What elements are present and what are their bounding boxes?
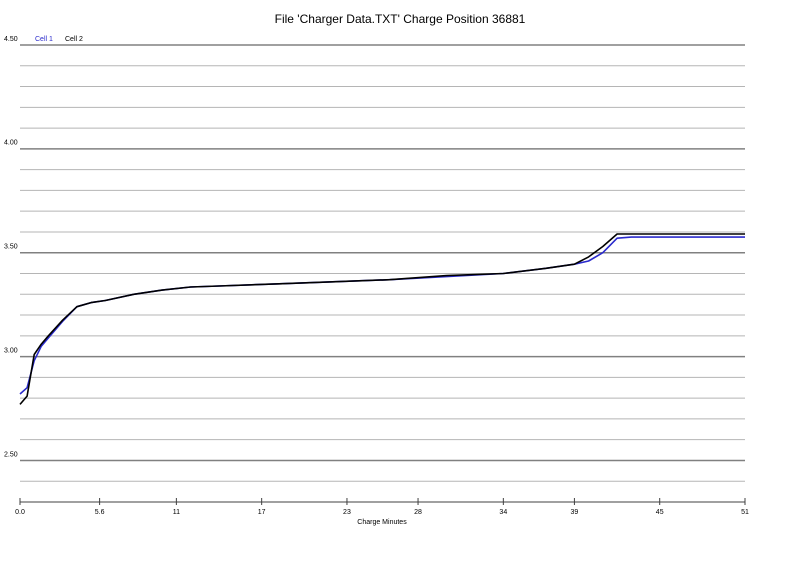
x-tick-label: 34 xyxy=(499,509,507,516)
y-tick-label: 4.50 xyxy=(4,36,18,43)
x-tick-label: 39 xyxy=(571,509,579,516)
x-tick-label: 5.6 xyxy=(95,509,105,516)
x-tick-label: 0.0 xyxy=(15,509,25,516)
legend-label: Cell 1 xyxy=(35,36,53,43)
x-axis-label: Charge Minutes xyxy=(357,519,407,526)
y-tick-label: 2.50 xyxy=(4,451,18,458)
series-line xyxy=(19,233,745,405)
x-tick-label: 28 xyxy=(414,509,422,516)
chart-title: File 'Charger Data.TXT' Charge Position … xyxy=(275,12,526,26)
x-tick-label: 23 xyxy=(343,509,351,516)
x-tick-label: 45 xyxy=(656,509,664,516)
x-tick-label: 51 xyxy=(741,509,749,516)
legend-label: Cell 2 xyxy=(65,36,83,43)
x-tick-label: 11 xyxy=(173,509,180,516)
y-tick-label: 3.50 xyxy=(4,244,18,251)
x-tick-label: 17 xyxy=(258,509,266,516)
y-tick-label: 4.00 xyxy=(4,140,18,147)
y-tick-label: 3.00 xyxy=(4,347,18,354)
